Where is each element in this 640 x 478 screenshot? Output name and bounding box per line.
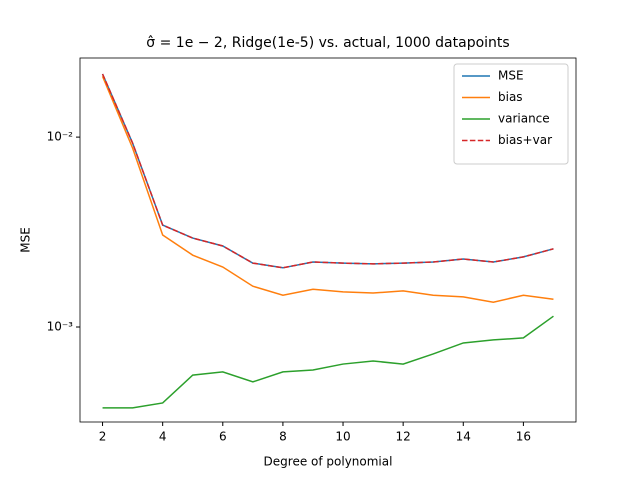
x-tick-label: 12	[396, 430, 411, 444]
series-line	[101, 73, 554, 269]
series-line	[102, 315, 554, 409]
legend-label: bias	[498, 90, 523, 104]
x-tick-label: 8	[279, 430, 287, 444]
y-axis-label: MSE	[19, 227, 33, 253]
x-tick-label: 6	[219, 430, 227, 444]
y-tick-label: 10⁻²	[47, 130, 74, 144]
x-tick-label: 16	[516, 430, 531, 444]
legend-label: MSE	[498, 69, 524, 83]
legend-label: bias+var	[498, 133, 552, 147]
x-tick-label: 4	[159, 430, 167, 444]
legend-box	[453, 63, 569, 165]
x-tick-label: 2	[99, 430, 107, 444]
series-line	[101, 76, 554, 304]
x-tick-label: 10	[335, 430, 350, 444]
legend-label: variance	[498, 112, 550, 126]
x-axis-label: Degree of polynomial	[264, 455, 393, 469]
x-tick-label: 14	[456, 430, 471, 444]
y-tick-label: 10⁻³	[47, 319, 74, 333]
plot-frame	[79, 57, 577, 423]
chart-title: σ̂ = 1e − 2, Ridge(1e-5) vs. actual, 100…	[146, 35, 509, 51]
